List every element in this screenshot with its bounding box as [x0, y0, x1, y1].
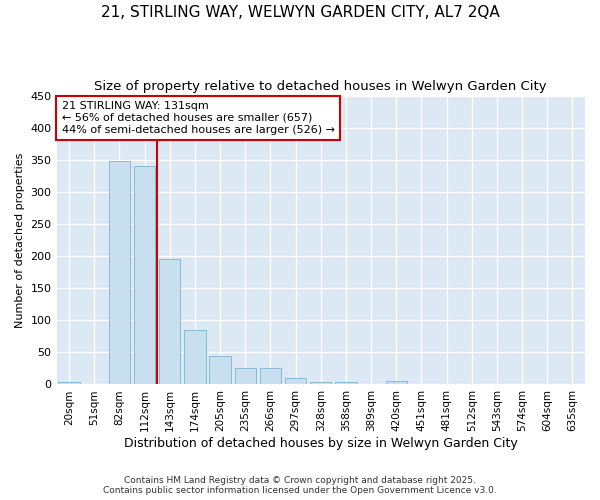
Title: Size of property relative to detached houses in Welwyn Garden City: Size of property relative to detached ho…	[94, 80, 547, 93]
Text: 21, STIRLING WAY, WELWYN GARDEN CITY, AL7 2QA: 21, STIRLING WAY, WELWYN GARDEN CITY, AL…	[101, 5, 499, 20]
Bar	[386, 381, 407, 384]
Bar	[159, 258, 181, 384]
Bar	[310, 382, 331, 384]
Bar	[335, 382, 356, 384]
Bar	[285, 378, 307, 384]
Bar	[184, 330, 206, 384]
Bar	[58, 382, 80, 384]
Bar	[260, 368, 281, 384]
Bar	[134, 166, 155, 384]
Text: 21 STIRLING WAY: 131sqm
← 56% of detached houses are smaller (657)
44% of semi-d: 21 STIRLING WAY: 131sqm ← 56% of detache…	[62, 102, 335, 134]
Y-axis label: Number of detached properties: Number of detached properties	[15, 152, 25, 328]
X-axis label: Distribution of detached houses by size in Welwyn Garden City: Distribution of detached houses by size …	[124, 437, 518, 450]
Bar	[109, 161, 130, 384]
Text: Contains HM Land Registry data © Crown copyright and database right 2025.
Contai: Contains HM Land Registry data © Crown c…	[103, 476, 497, 495]
Bar	[209, 356, 231, 384]
Bar	[235, 368, 256, 384]
